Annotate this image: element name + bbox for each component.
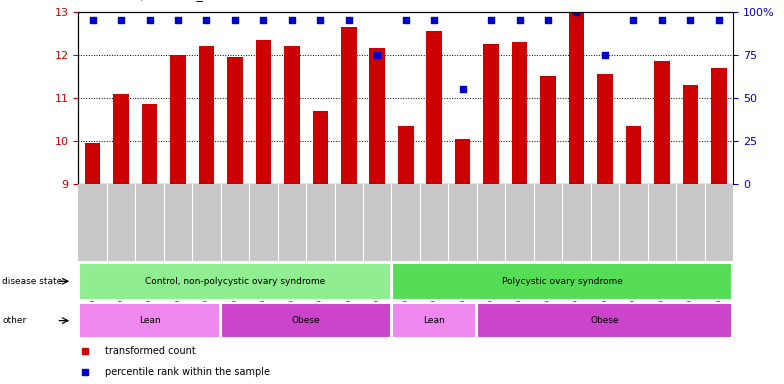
Text: GDS3841 / 218332_at: GDS3841 / 218332_at [78,0,216,1]
Point [684,17,697,23]
Point [371,51,383,58]
Point [114,17,127,23]
Text: Lean: Lean [139,316,161,325]
Bar [369,48,385,184]
Bar [426,31,442,184]
Point [456,86,469,93]
Text: percentile rank within the sample: percentile rank within the sample [104,367,270,377]
Text: Obese: Obese [292,316,321,325]
Point [172,17,184,23]
Point [257,17,270,23]
Point [143,17,156,23]
Bar [512,42,528,184]
Bar [79,263,391,300]
Bar [392,263,732,300]
Bar [455,139,470,184]
Text: Polycystic ovary syndrome: Polycystic ovary syndrome [502,277,622,286]
Text: disease state: disease state [2,277,63,286]
Bar [142,104,158,184]
Bar [227,57,243,184]
Bar [654,61,670,184]
Bar [683,85,699,184]
Text: Control, non-polycystic ovary syndrome: Control, non-polycystic ovary syndrome [145,277,325,286]
Bar [198,46,214,184]
Bar [341,26,357,184]
Point [713,17,725,23]
Point [514,17,526,23]
Point [542,17,554,23]
Bar [170,55,186,184]
Bar [392,303,477,338]
Bar [79,303,220,338]
Point [599,51,612,58]
Text: other: other [2,316,27,325]
Bar [711,68,727,184]
Point [229,17,241,23]
Point [314,17,327,23]
Point [627,17,640,23]
Bar [477,303,732,338]
Point [655,17,668,23]
Bar [483,44,499,184]
Point [399,17,412,23]
Text: Lean: Lean [423,316,445,325]
Bar [568,12,584,184]
Point [86,17,99,23]
Bar [113,94,129,184]
Text: Obese: Obese [590,316,619,325]
Point [343,17,355,23]
Bar [626,126,641,184]
Bar [540,76,556,184]
Bar [85,143,100,184]
Bar [597,74,613,184]
Point [428,17,441,23]
Bar [398,126,413,184]
Bar [313,111,328,184]
Bar [256,40,271,184]
Bar [284,46,299,184]
Point [570,8,583,15]
Point [485,17,497,23]
Bar [221,303,391,338]
Text: transformed count: transformed count [104,346,195,356]
Point [285,17,298,23]
Point [200,17,212,23]
